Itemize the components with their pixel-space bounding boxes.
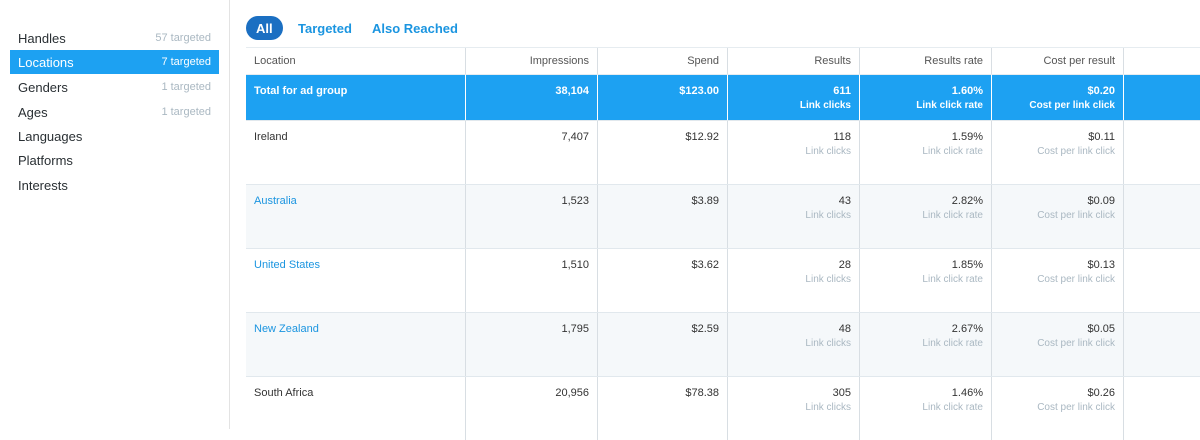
row-rate-sub: Link click rate <box>922 274 983 285</box>
sidebar-item-label: Ages <box>18 104 48 120</box>
table-header: Location Impressions Spend Results Resul… <box>246 47 1200 75</box>
row-spend: $2.59 <box>691 323 719 335</box>
row-results-sub: Link clicks <box>805 274 851 285</box>
row-cost-sub: Cost per link click <box>1037 146 1115 157</box>
row-cost-sub: Cost per link click <box>1037 338 1115 349</box>
header-spend[interactable]: Spend <box>598 48 728 74</box>
row-results: 28 <box>838 259 851 271</box>
row-rate: 1.85% <box>951 259 983 271</box>
total-results-sub: Link clicks <box>799 100 851 111</box>
total-impressions: 38,104 <box>555 85 589 97</box>
row-impressions: 20,956 <box>555 387 589 399</box>
row-location: Ireland <box>254 131 288 143</box>
sidebar-item-locations[interactable]: Locations 7 targeted <box>10 50 219 74</box>
table-row: Australia 1,523 $3.89 43 Link clicks 2.82… <box>246 185 1200 249</box>
sidebar-item-count: 1 targeted <box>161 81 211 93</box>
header-results[interactable]: Results <box>728 48 860 74</box>
tab-all[interactable]: All <box>246 16 283 40</box>
sidebar-item-interests[interactable]: Interests <box>10 173 219 197</box>
row-rate: 2.82% <box>951 195 983 207</box>
tab-also-reached[interactable]: Also Reached <box>372 20 458 36</box>
row-results-sub: Link clicks <box>805 210 851 221</box>
table-row: New Zealand 1,795 $2.59 48 Link clicks 2.… <box>246 313 1200 377</box>
row-rate-sub: Link click rate <box>922 402 983 413</box>
row-rate: 1.59% <box>951 131 983 143</box>
table-row: Ireland 7,407 $12.92 118 Link clicks 1.59… <box>246 121 1200 185</box>
row-spend: $78.38 <box>685 387 719 399</box>
header-blank <box>1124 48 1200 74</box>
row-cost-sub: Cost per link click <box>1037 402 1115 413</box>
total-cost-sub: Cost per link click <box>1029 100 1115 111</box>
row-rate-sub: Link click rate <box>922 210 983 221</box>
sidebar-item-count: 57 targeted <box>155 32 211 44</box>
sidebar: Handles 57 targeted Locations 7 targeted… <box>0 0 230 429</box>
row-rate: 1.46% <box>951 387 983 399</box>
sidebar-item-count: 7 targeted <box>161 56 211 68</box>
results-table: Location Impressions Spend Results Resul… <box>246 47 1200 440</box>
total-spend: $123.00 <box>679 85 719 97</box>
row-results-sub: Link clicks <box>805 402 851 413</box>
row-results: 48 <box>838 323 851 335</box>
header-cost-per-result[interactable]: Cost per result <box>992 48 1124 74</box>
total-location: Total for ad group <box>254 85 348 97</box>
sidebar-item-platforms[interactable]: Platforms <box>10 148 219 172</box>
row-cost-sub: Cost per link click <box>1037 274 1115 285</box>
sidebar-item-count: 1 targeted <box>161 106 211 118</box>
tab-targeted[interactable]: Targeted <box>298 20 352 36</box>
row-cost: $0.05 <box>1087 323 1115 335</box>
row-impressions: 7,407 <box>561 131 589 143</box>
sidebar-item-label: Languages <box>18 128 83 144</box>
row-location: South Africa <box>254 387 314 399</box>
row-rate-sub: Link click rate <box>922 338 983 349</box>
row-spend: $3.89 <box>691 195 719 207</box>
row-impressions: 1,523 <box>561 195 589 207</box>
sidebar-item-label: Interests <box>18 177 68 193</box>
row-cost: $0.11 <box>1088 131 1115 143</box>
row-cost: $0.09 <box>1087 195 1115 207</box>
row-cost: $0.13 <box>1087 259 1115 271</box>
row-location-link[interactable]: United States <box>254 259 321 271</box>
table-row: United States 1,510 $3.62 28 Link clicks … <box>246 249 1200 313</box>
row-results-sub: Link clicks <box>805 338 851 349</box>
header-location[interactable]: Location <box>246 48 466 74</box>
sidebar-item-ages[interactable]: Ages 1 targeted <box>10 100 219 124</box>
table-row: South Africa 20,956 $78.38 305 Link click… <box>246 377 1200 440</box>
total-results: 611 <box>833 85 851 97</box>
sidebar-item-label: Handles <box>18 30 66 46</box>
row-impressions: 1,795 <box>561 323 589 335</box>
total-cost: $0.20 <box>1087 85 1115 97</box>
row-spend: $12.92 <box>685 131 719 143</box>
row-rate: 2.67% <box>951 323 983 335</box>
total-rate-sub: Link click rate <box>916 100 983 111</box>
total-row: Total for ad group 38,104 $123.00 611 Lin… <box>246 75 1200 121</box>
row-results-sub: Link clicks <box>805 146 851 157</box>
row-results: 118 <box>833 131 851 143</box>
total-rate: 1.60% <box>951 85 983 97</box>
row-cost-sub: Cost per link click <box>1037 210 1115 221</box>
row-rate-sub: Link click rate <box>922 146 983 157</box>
row-results: 43 <box>838 195 851 207</box>
sidebar-item-languages[interactable]: Languages <box>10 124 219 148</box>
row-cost: $0.26 <box>1087 387 1115 399</box>
sidebar-item-handles[interactable]: Handles 57 targeted <box>10 26 219 50</box>
row-location-link[interactable]: New Zealand <box>254 323 319 335</box>
sidebar-item-label: Genders <box>18 79 68 95</box>
header-results-rate[interactable]: Results rate <box>860 48 992 74</box>
row-spend: $3.62 <box>691 259 719 271</box>
row-location-link[interactable]: Australia <box>254 195 297 207</box>
sidebar-item-label: Locations <box>18 54 74 70</box>
header-impressions[interactable]: Impressions <box>466 48 598 74</box>
sidebar-item-genders[interactable]: Genders 1 targeted <box>10 75 219 99</box>
row-impressions: 1,510 <box>561 259 589 271</box>
sidebar-item-label: Platforms <box>18 152 73 168</box>
row-results: 305 <box>832 387 851 399</box>
